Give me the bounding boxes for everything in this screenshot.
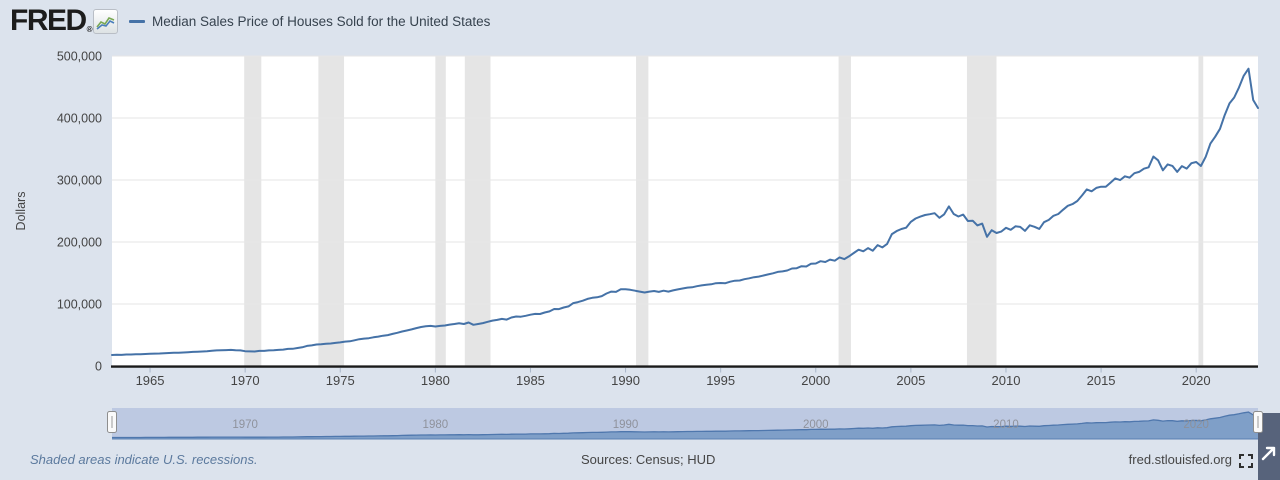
sources-text: Sources: Census; HUD [581,452,716,467]
legend-line-swatch [129,20,145,23]
y-tick-label: 400,000 [57,112,102,126]
x-tick-label: 2000 [801,373,830,388]
y-tick-label: 500,000 [57,50,102,64]
corner-panel [1258,413,1280,480]
recession-band [636,56,649,366]
y-tick-label: 0 [95,360,102,374]
recession-band [1198,56,1204,366]
x-tick-label: 1995 [706,373,735,388]
selector-tick-label: 2010 [993,419,1019,431]
plot-area [112,56,1258,366]
y-tick-label: 300,000 [57,174,102,188]
x-tick-label: 2015 [1087,373,1116,388]
x-tick-label: 1980 [421,373,450,388]
chart-footer: Shaded areas indicate U.S. recessions. S… [0,446,1280,480]
legend-label: Median Sales Price of Houses Sold for th… [152,14,491,29]
y-tick-label: 200,000 [57,236,102,250]
x-tick-label: 2005 [896,373,925,388]
x-tick-label: 1965 [136,373,165,388]
x-tick-label: 1975 [326,373,355,388]
selector-mini-line [112,411,1259,439]
recession-band [966,56,997,366]
chart-header: FRED® Median Sales Price of Houses Sold … [0,0,1280,46]
y-axis-title: Dollars [14,192,28,231]
x-tick-label: 1985 [516,373,545,388]
selector-tick-label: 2020 [1183,419,1209,431]
recession-note: Shaded areas indicate U.S. recessions. [30,452,258,467]
selector-tick-label: 2000 [803,419,829,431]
selector-tick-label: 1980 [423,419,449,431]
price-series-line[interactable] [111,67,1259,356]
site-link[interactable]: fred.stlouisfed.org [1128,452,1232,467]
legend: Median Sales Price of Houses Sold for th… [129,14,490,29]
recession-band [435,56,446,366]
x-tick-label: 1990 [611,373,640,388]
recession-band [464,56,491,366]
fred-logo[interactable]: FRED® [10,4,93,37]
fred-logo-chart-icon [93,9,118,34]
recession-band [838,56,851,366]
resize-arrow-icon[interactable] [1261,446,1276,461]
fullscreen-icon[interactable] [1239,454,1253,468]
x-tick-label: 2020 [1182,373,1211,388]
selector-tick-label: 1990 [613,419,639,431]
selector-tick-label: 1970 [232,419,258,431]
y-tick-label: 100,000 [57,298,102,312]
x-tick-label: 1970 [231,373,260,388]
recession-band [244,56,262,366]
recession-band [318,56,345,366]
selector-mini-area [112,412,1258,439]
registered-mark: ® [86,25,93,34]
x-tick-label: 2010 [992,373,1021,388]
